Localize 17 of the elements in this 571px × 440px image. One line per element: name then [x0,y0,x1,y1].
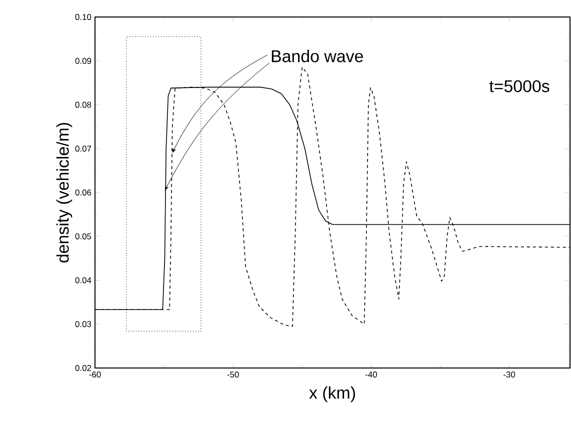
y-tick-label: 0.07 [75,146,92,152]
y-tick-label: 0.10 [75,14,92,20]
y-tick-label: 0.03 [75,321,92,328]
y-tick-label: 0.06 [75,190,92,196]
x-tick-label: -40 [365,372,377,378]
annotation: Bando wave [272,50,363,62]
y-tick-label: 0.04 [75,277,92,284]
y-tick-label: 0.09 [75,58,92,64]
y-tick-label: 0.08 [75,102,92,108]
y-tick-label: 0.05 [75,233,92,240]
y-tick-label: 0.02 [75,365,92,371]
x-tick-label: -60 [89,372,101,378]
x-axis-title: x (km) [309,386,355,402]
x-tick-label: -30 [504,372,516,378]
y-axis-title: density (vehicle/m) [56,122,72,262]
x-tick-label: -50 [227,372,239,378]
annotation: t=5000s [489,80,550,92]
